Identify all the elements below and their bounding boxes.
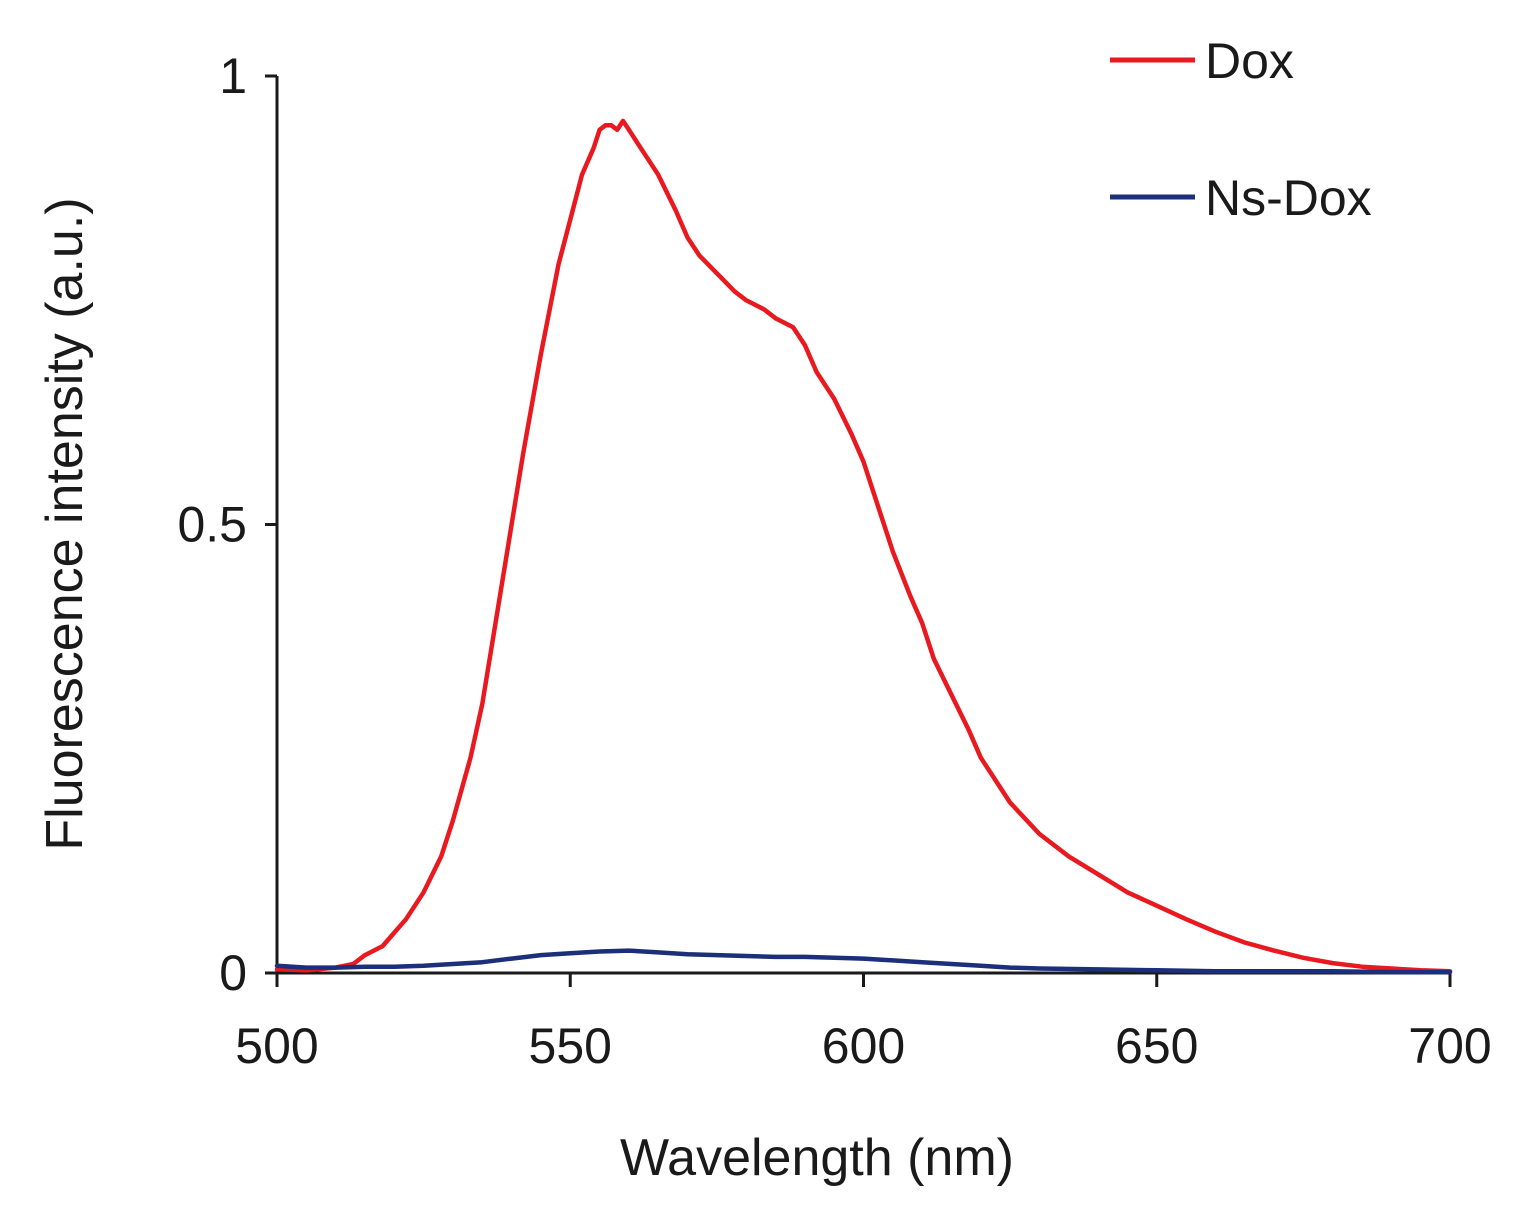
x-ticks: 500 550 600 650 700 <box>235 973 1492 1074</box>
y-axis-title: Fluorescence intensity (a.u.) <box>36 197 94 850</box>
y-tick-label: 0 <box>219 945 247 1001</box>
x-tick-label: 550 <box>529 1018 612 1074</box>
series-line-dox <box>274 118 1453 974</box>
series-line-ns-dox <box>274 948 1453 975</box>
y-ticks: 00.51 <box>177 48 277 1001</box>
legend: Dox Ns-Dox <box>1110 33 1372 226</box>
y-tick-label: 1 <box>219 48 247 104</box>
legend-label-dox: Dox <box>1205 33 1294 89</box>
x-tick-label: 600 <box>822 1018 905 1074</box>
series-group <box>274 118 1453 975</box>
x-axis-title: Wavelength (nm) <box>620 1129 1014 1187</box>
x-tick-label: 650 <box>1115 1018 1198 1074</box>
x-tick-label: 500 <box>235 1018 318 1074</box>
x-tick-label: 700 <box>1408 1018 1491 1074</box>
legend-label-ns-dox: Ns-Dox <box>1205 170 1372 226</box>
y-tick-label: 0.5 <box>177 497 247 553</box>
